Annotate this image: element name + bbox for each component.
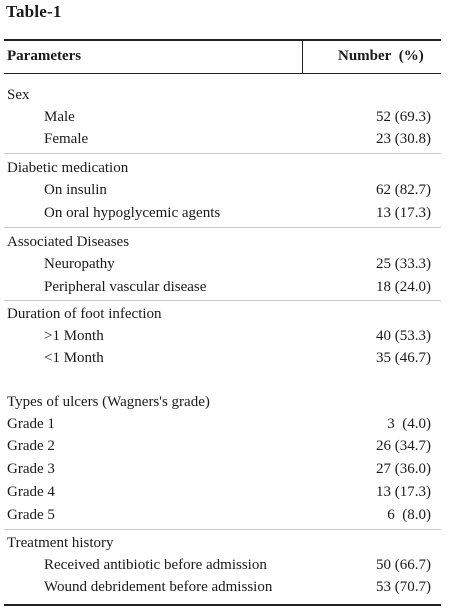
row-value: 6 (8.0) — [387, 507, 431, 523]
row-label: Peripheral vascular disease — [44, 279, 207, 295]
table-row-treatment-history: Treatment history — [0, 532, 449, 554]
row-value: 3 (4.0) — [387, 416, 431, 432]
row-label: Diabetic medication — [7, 160, 129, 176]
row-label: Sex — [7, 87, 30, 103]
table-row-peripheral-vascular: Peripheral vascular disease 18 (24.0) — [0, 276, 449, 298]
row-value: 62 (82.7) — [376, 182, 431, 198]
row-label: On oral hypoglycemic agents — [44, 205, 221, 221]
row-value: 53 (70.7) — [376, 579, 431, 595]
header-number-percent: Number (%) — [338, 48, 424, 64]
row-value: 35 (46.7) — [376, 350, 431, 366]
row-label: Duration of foot infection — [7, 306, 162, 322]
table-header-rule — [4, 73, 441, 74]
row-value: 13 (17.3) — [376, 205, 431, 221]
table-row-grade-5: Grade 5 6 (8.0) — [0, 504, 449, 526]
header-parameters: Parameters — [7, 48, 82, 64]
table-row-grade-3: Grade 3 27 (36.0) — [0, 458, 449, 480]
row-value: 40 (53.3) — [376, 328, 431, 344]
table-row-duration-infection: Duration of foot infection — [0, 303, 449, 325]
table-row-lt-1-month: <1 Month 35 (46.7) — [0, 347, 449, 369]
table-row-grade-1: Grade 1 3 (4.0) — [0, 413, 449, 435]
row-label: >1 Month — [44, 328, 104, 344]
table-row-gt-1-month: >1 Month 40 (53.3) — [0, 325, 449, 347]
table-row-grade-4: Grade 4 13 (17.3) — [0, 481, 449, 503]
row-value: 52 (69.3) — [376, 109, 431, 125]
table-row-grade-2: Grade 2 26 (34.7) — [0, 435, 449, 457]
group-separator — [4, 300, 441, 301]
table-row-on-insulin: On insulin 62 (82.7) — [0, 179, 449, 201]
group-separator — [4, 529, 441, 530]
table-row-neuropathy: Neuropathy 25 (33.3) — [0, 253, 449, 275]
group-separator — [4, 227, 441, 228]
row-value: 50 (66.7) — [376, 557, 431, 573]
row-value: 27 (36.0) — [376, 461, 431, 477]
row-label: Neuropathy — [44, 256, 115, 272]
row-label: On insulin — [44, 182, 107, 198]
row-value: 23 (30.8) — [376, 131, 431, 147]
row-value: 25 (33.3) — [376, 256, 431, 272]
row-label: Associated Diseases — [7, 234, 130, 250]
row-label: Grade 1 — [7, 416, 55, 432]
row-value: 13 (17.3) — [376, 484, 431, 500]
row-value: 26 (34.7) — [376, 438, 431, 454]
row-label: <1 Month — [44, 350, 104, 366]
row-label: Female — [44, 131, 89, 147]
table-row-antibiotic: Received antibiotic before admission 50 … — [0, 554, 449, 576]
row-label: Grade 2 — [7, 438, 55, 454]
table-bottom-rule — [4, 604, 441, 606]
row-label: Types of ulcers (Wagners's grade) — [7, 394, 210, 410]
row-label: Grade 4 — [7, 484, 55, 500]
row-label: Wound debridement before admission — [44, 579, 273, 595]
group-separator — [4, 153, 441, 154]
table-row-diabetic-medication: Diabetic medication — [0, 157, 449, 179]
table-row-male: Male 52 (69.3) — [0, 106, 449, 128]
row-value: 18 (24.0) — [376, 279, 431, 295]
row-label: Male — [44, 109, 75, 125]
table-row-debridement: Wound debridement before admission 53 (7… — [0, 576, 449, 598]
row-label: Treatment history — [7, 535, 114, 551]
table-row-oral-hypoglycemic: On oral hypoglycemic agents 13 (17.3) — [0, 202, 449, 224]
table-row-female: Female 23 (30.8) — [0, 128, 449, 150]
table-title: Table-1 — [6, 2, 62, 21]
table-top-rule — [4, 39, 441, 41]
row-label: Grade 3 — [7, 461, 55, 477]
row-label: Received antibiotic before admission — [44, 557, 267, 573]
table-row-associated-diseases: Associated Diseases — [0, 231, 449, 253]
header-column-divider — [302, 41, 303, 73]
row-label: Grade 5 — [7, 507, 55, 523]
table-row-sex: Sex — [0, 84, 449, 106]
table-row-ulcer-types: Types of ulcers (Wagners's grade) — [0, 391, 449, 413]
